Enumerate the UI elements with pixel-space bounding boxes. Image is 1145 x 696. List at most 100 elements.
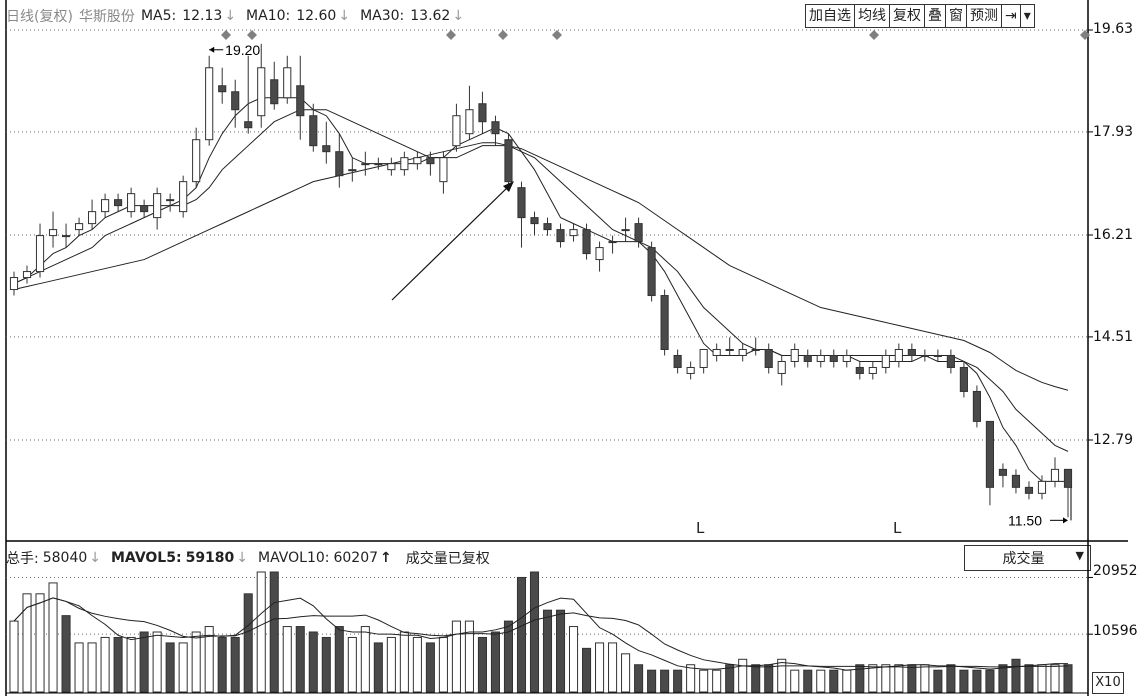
price-axis-label: 14.51	[1093, 329, 1134, 345]
candle-down	[114, 199, 123, 207]
volume-restored-note: 成交量已复权	[405, 551, 490, 567]
candle-down	[491, 121, 500, 135]
restore-rights-button[interactable]: 复权	[889, 4, 924, 28]
volume-bar-up	[386, 636, 396, 693]
candle-up	[101, 199, 110, 213]
jump-to-end-icon[interactable]: ⇥	[1001, 4, 1020, 28]
candle-up	[699, 348, 708, 368]
candle-up	[777, 360, 786, 374]
chevron-down-icon: ▼	[1075, 549, 1084, 562]
candle-down	[244, 121, 253, 129]
candle-down	[517, 187, 526, 219]
candle-up	[361, 163, 370, 166]
candle-down	[426, 157, 435, 165]
candle-up	[22, 271, 32, 279]
candle-down	[504, 139, 513, 183]
event-diamond-icon	[446, 30, 456, 40]
candle-down	[296, 85, 305, 117]
event-diamond-icon	[1080, 30, 1090, 40]
price-axis-label: 19.63	[1093, 21, 1134, 37]
volume-bar-down	[647, 669, 657, 693]
volume-bar-down	[334, 626, 344, 693]
window-button[interactable]: 窗	[945, 4, 966, 28]
volume-bar-up	[568, 626, 579, 693]
volume-bar-up	[399, 631, 409, 693]
total-volume-label: 总手:	[6, 551, 39, 567]
annotation-arrow-line	[391, 184, 511, 301]
candle-down	[530, 217, 539, 225]
candle-up	[87, 211, 97, 225]
high-arrow-icon	[209, 46, 215, 53]
mavol5-label: MAVOL5:	[111, 550, 182, 566]
volume-bar-up	[74, 642, 84, 693]
candle-up	[1037, 480, 1047, 494]
volume-bar-down	[139, 631, 149, 693]
forecast-button[interactable]: 预测	[966, 4, 1001, 28]
mavol5-down-arrow-icon: ↓	[236, 550, 249, 566]
candle-down	[478, 103, 487, 123]
indicator-select-value: 成交量	[1002, 551, 1045, 567]
volume-bar-down	[230, 636, 240, 693]
candle-up	[74, 223, 84, 231]
candle-down	[231, 91, 240, 111]
more-dropdown-icon[interactable]: ▾	[1019, 4, 1035, 28]
low-price-label: 11.50	[1008, 512, 1042, 528]
ma30-label: MA30:	[360, 8, 405, 24]
volume-axis-label: 10596	[1093, 623, 1138, 639]
volume-bar-down	[959, 669, 969, 693]
candle-up	[621, 229, 630, 232]
volume-bar-down	[946, 664, 956, 693]
volume-bar-up	[126, 636, 136, 693]
ma5-label: MA5:	[140, 8, 177, 24]
volume-bar-down	[998, 664, 1008, 693]
ma-line-button[interactable]: 均线	[854, 4, 889, 28]
candle-up	[153, 193, 162, 219]
volume-bar-up	[621, 653, 631, 693]
volume-bar-up	[608, 642, 618, 693]
total-volume-value: 58040	[42, 550, 88, 566]
candle-up	[686, 366, 695, 374]
volume-bar-up	[191, 631, 201, 693]
candle-up	[868, 366, 877, 374]
volume-bar-down	[764, 664, 774, 693]
candle-up	[920, 354, 929, 357]
event-diamond-icon	[552, 30, 562, 40]
candle-up	[283, 67, 292, 99]
high-price-label: 19.20	[225, 42, 260, 58]
ma5-down-arrow-icon: ↓	[224, 8, 237, 24]
volume-bar-up	[22, 593, 32, 693]
volume-bar-down	[1024, 664, 1034, 693]
candle-up	[9, 277, 19, 291]
volume-header: 总手: 58040 ↓ MAVOL5: 59180 ↓ MAVOL10: 602…	[6, 548, 494, 568]
volume-bar-up	[256, 571, 266, 693]
volume-bar-up	[842, 669, 852, 693]
candle-down	[140, 205, 149, 213]
volume-bar-up	[881, 664, 891, 693]
volume-bar-down	[61, 615, 71, 693]
overlay-button[interactable]: 叠	[924, 4, 945, 28]
volume-bar-up	[686, 664, 696, 693]
volume-bar-down	[542, 609, 553, 693]
volume-bar-down	[503, 620, 514, 693]
indicator-select[interactable]: 成交量 ▼	[964, 545, 1091, 571]
candle-up	[738, 348, 747, 356]
candle-up	[881, 354, 890, 368]
candle-down	[1011, 474, 1021, 488]
candle-up	[61, 235, 71, 238]
add-watchlist-button[interactable]: 加自选	[805, 4, 854, 28]
volume-bar-down	[660, 669, 670, 693]
candle-down	[1063, 468, 1073, 488]
candle-up	[166, 199, 175, 202]
ma5-value: 12.13	[182, 8, 223, 24]
volume-axis-label: 20952	[1093, 563, 1138, 579]
candle-down	[972, 390, 981, 422]
volume-bar-down	[933, 669, 943, 693]
volume-bar-down	[972, 669, 982, 693]
volume-bar-down	[555, 609, 566, 693]
volume-bar-down	[673, 669, 683, 693]
candle-up	[608, 241, 617, 244]
candle-down	[218, 85, 227, 93]
period-label[interactable]: 日线(复权)	[6, 9, 73, 25]
candle-up	[400, 157, 409, 171]
